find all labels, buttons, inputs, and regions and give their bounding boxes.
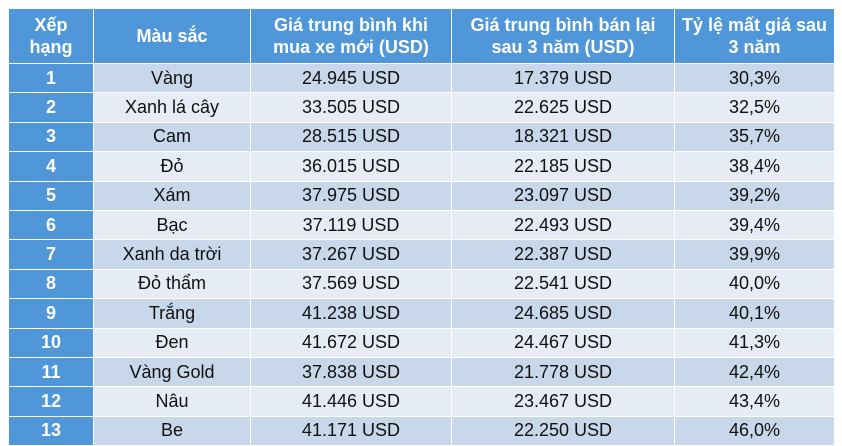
header-row: Xếp hạng Màu sắc Giá trung bình khi mua … <box>8 8 835 64</box>
table-row: 8 Đỏ thẩm 37.569 USD 22.541 USD 40,0% <box>8 268 835 300</box>
header-rank: Xếp hạng <box>8 8 94 64</box>
table-row: 9 Trắng 41.238 USD 24.685 USD 40,1% <box>8 298 835 329</box>
resale-price-cell: 22.250 USD <box>451 415 675 446</box>
color-cell: Đen <box>93 327 251 358</box>
depreciation-cell: 38,4% <box>674 151 835 182</box>
resale-price-cell: 22.493 USD <box>451 209 675 241</box>
resale-price-cell: 17.379 USD <box>451 62 675 94</box>
color-cell: Be <box>93 415 251 446</box>
color-cell: Trắng <box>93 298 251 329</box>
depreciation-cell: 43,4% <box>674 386 835 417</box>
new-price-cell: 37.838 USD <box>250 356 452 388</box>
header-color: Màu sắc <box>93 8 251 64</box>
table-row: 2 Xanh lá cây 33.505 USD 22.625 USD 32,5% <box>8 92 835 123</box>
table-row: 13 Be 41.171 USD 22.250 USD 46,0% <box>8 415 835 446</box>
new-price-cell: 41.171 USD <box>250 415 452 446</box>
rank-cell: 6 <box>8 209 94 241</box>
table-header: Xếp hạng Màu sắc Giá trung bình khi mua … <box>8 8 835 64</box>
depreciation-cell: 40,0% <box>674 268 835 300</box>
resale-price-cell: 22.185 USD <box>451 151 675 182</box>
table-row: 4 Đỏ 36.015 USD 22.185 USD 38,4% <box>8 151 835 182</box>
depreciation-cell: 35,7% <box>674 121 835 153</box>
table-row: 10 Đen 41.672 USD 24.467 USD 41,3% <box>8 327 835 358</box>
color-cell: Xanh da trời <box>93 239 251 270</box>
new-price-cell: 37.975 USD <box>250 180 452 211</box>
table-row: 12 Nâu 41.446 USD 23.467 USD 43,4% <box>8 386 835 417</box>
table-row: 1 Vàng 24.945 USD 17.379 USD 30,3% <box>8 62 835 94</box>
resale-price-cell: 24.467 USD <box>451 327 675 358</box>
new-price-cell: 36.015 USD <box>250 151 452 182</box>
rank-cell: 11 <box>8 356 94 388</box>
table-row: 11 Vàng Gold 37.838 USD 21.778 USD 42,4% <box>8 356 835 388</box>
depreciation-cell: 39,9% <box>674 239 835 270</box>
rank-cell: 3 <box>8 121 94 153</box>
table-row: 6 Bạc 37.119 USD 22.493 USD 39,4% <box>8 209 835 241</box>
color-cell: Đỏ <box>93 151 251 182</box>
rank-cell: 10 <box>8 327 94 358</box>
color-cell: Xám <box>93 180 251 211</box>
header-resale-price: Giá trung bình bán lại sau 3 năm (USD) <box>451 8 675 64</box>
table-row: 7 Xanh da trời 37.267 USD 22.387 USD 39,9% <box>8 239 835 270</box>
resale-price-cell: 24.685 USD <box>451 298 675 329</box>
resale-price-cell: 22.541 USD <box>451 268 675 300</box>
depreciation-cell: 30,3% <box>674 62 835 94</box>
depreciation-cell: 42,4% <box>674 356 835 388</box>
new-price-cell: 37.267 USD <box>250 239 452 270</box>
color-cell: Đỏ thẩm <box>93 268 251 300</box>
depreciation-table: Xếp hạng Màu sắc Giá trung bình khi mua … <box>8 8 835 446</box>
table-row: 5 Xám 37.975 USD 23.097 USD 39,2% <box>8 180 835 211</box>
depreciation-cell: 46,0% <box>674 415 835 446</box>
header-depreciation: Tỷ lệ mất giá sau 3 năm <box>674 8 835 64</box>
resale-price-cell: 23.467 USD <box>451 386 675 417</box>
depreciation-cell: 32,5% <box>674 92 835 123</box>
color-cell: Vàng <box>93 62 251 94</box>
resale-price-cell: 23.097 USD <box>451 180 675 211</box>
color-cell: Cam <box>93 121 251 153</box>
table-row: 3 Cam 28.515 USD 18.321 USD 35,7% <box>8 121 835 153</box>
table-body: 1 Vàng 24.945 USD 17.379 USD 30,3% 2 Xanh lá c… <box>8 62 835 446</box>
header-new-price: Giá trung bình khi mua xe mới (USD) <box>250 8 452 64</box>
rank-cell: 4 <box>8 151 94 182</box>
rank-cell: 7 <box>8 239 94 270</box>
new-price-cell: 33.505 USD <box>250 92 452 123</box>
new-price-cell: 37.119 USD <box>250 209 452 241</box>
color-cell: Xanh lá cây <box>93 92 251 123</box>
resale-price-cell: 21.778 USD <box>451 356 675 388</box>
rank-cell: 8 <box>8 268 94 300</box>
depreciation-cell: 39,2% <box>674 180 835 211</box>
color-cell: Vàng Gold <box>93 356 251 388</box>
rank-cell: 1 <box>8 62 94 94</box>
new-price-cell: 28.515 USD <box>250 121 452 153</box>
depreciation-table-container: Xếp hạng Màu sắc Giá trung bình khi mua … <box>8 8 835 446</box>
rank-cell: 9 <box>8 298 94 329</box>
new-price-cell: 41.238 USD <box>250 298 452 329</box>
resale-price-cell: 18.321 USD <box>451 121 675 153</box>
resale-price-cell: 22.625 USD <box>451 92 675 123</box>
depreciation-cell: 40,1% <box>674 298 835 329</box>
rank-cell: 13 <box>8 415 94 446</box>
new-price-cell: 37.569 USD <box>250 268 452 300</box>
rank-cell: 2 <box>8 92 94 123</box>
new-price-cell: 41.672 USD <box>250 327 452 358</box>
depreciation-cell: 41,3% <box>674 327 835 358</box>
new-price-cell: 24.945 USD <box>250 62 452 94</box>
rank-cell: 12 <box>8 386 94 417</box>
resale-price-cell: 22.387 USD <box>451 239 675 270</box>
color-cell: Bạc <box>93 209 251 241</box>
depreciation-cell: 39,4% <box>674 209 835 241</box>
new-price-cell: 41.446 USD <box>250 386 452 417</box>
rank-cell: 5 <box>8 180 94 211</box>
color-cell: Nâu <box>93 386 251 417</box>
